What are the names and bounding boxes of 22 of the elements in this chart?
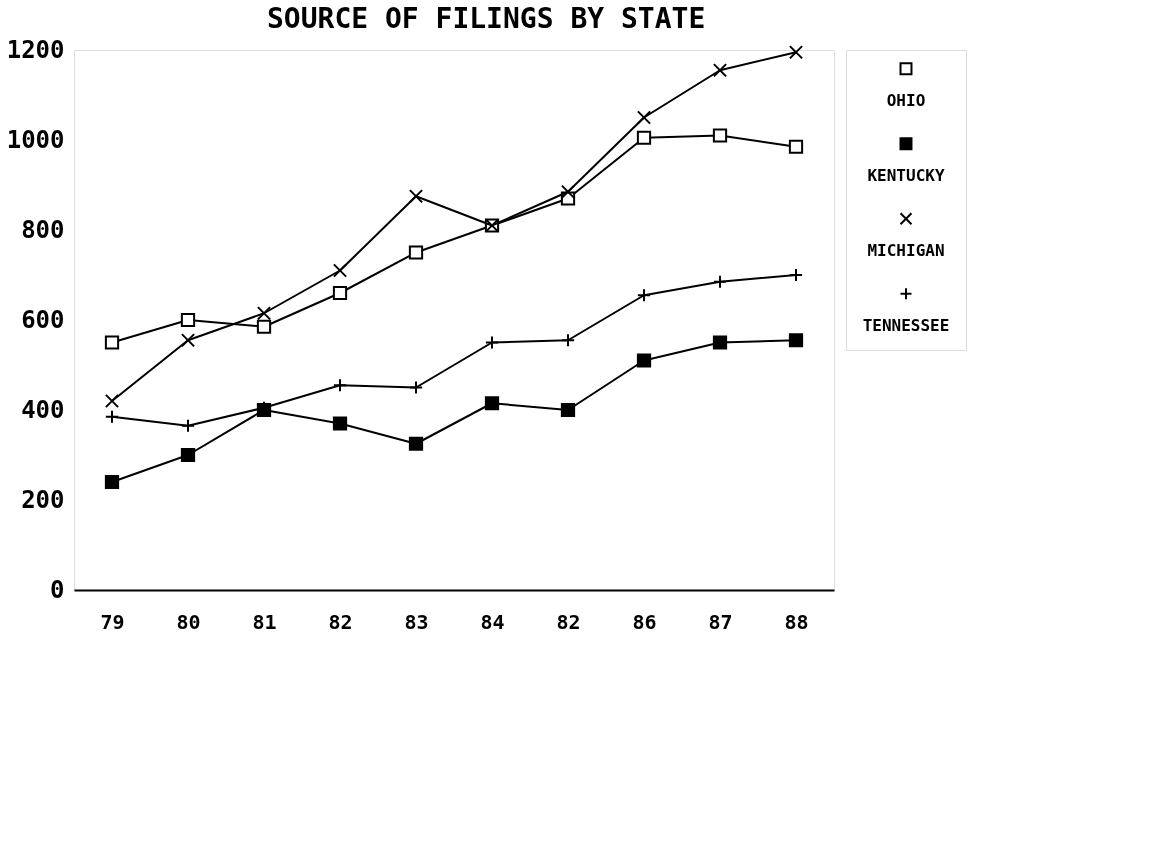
legend-label: TENNESSEE	[862, 315, 950, 335]
x-tick-label: 84	[480, 609, 505, 634]
y-tick-label: 0	[50, 575, 65, 604]
y-tick-label: 600	[21, 305, 65, 334]
x-tick-label: 88	[784, 609, 809, 634]
legend-label: KENTUCKY	[867, 165, 945, 185]
y-tick-label: 800	[21, 215, 65, 244]
x-tick-label: 79	[100, 609, 125, 634]
x-tick-label: 82	[328, 609, 353, 634]
legend-label: MICHIGAN	[867, 240, 945, 260]
y-tick-label: 1200	[6, 35, 65, 64]
legend-label: OHIO	[886, 90, 926, 110]
x-tick-label: 87	[708, 609, 733, 634]
y-tick-label: 200	[21, 485, 65, 514]
x-tick-label: 86	[632, 609, 657, 634]
y-tick-label: 1000	[6, 125, 65, 154]
x-tick-label: 83	[404, 609, 429, 634]
x-tick-label: 81	[252, 609, 277, 634]
x-tick-label: 82	[556, 609, 581, 634]
y-tick-label: 400	[21, 395, 65, 424]
chart-title: SOURCE OF FILINGS BY STATE	[266, 1, 706, 35]
x-tick-label: 80	[176, 609, 201, 634]
